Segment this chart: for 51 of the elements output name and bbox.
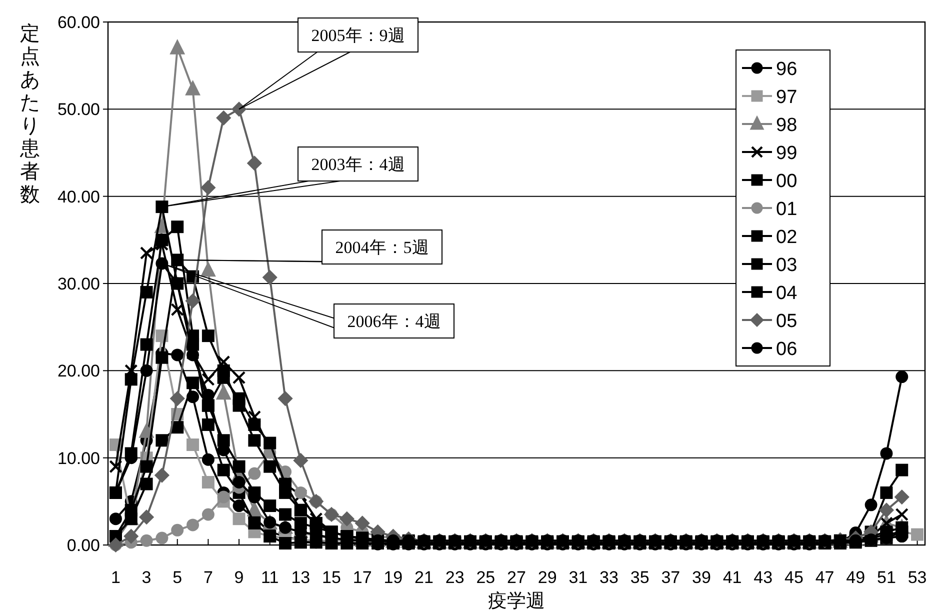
legend-label: 06 [776,339,798,360]
legend-label: 00 [776,171,798,192]
y-tick-label: 40.00 [57,187,100,206]
legend-label: 97 [776,87,798,108]
x-tick-label: 37 [661,568,680,587]
annotation: 2003年：4週 [311,155,405,174]
y-tick-label: 30.00 [57,274,100,294]
x-tick-label: 23 [445,568,464,587]
annotation: 2005年：9週 [311,26,405,45]
x-tick-label: 17 [352,568,372,587]
legend-label: 02 [776,227,798,248]
x-tick-label: 33 [600,568,618,587]
legend-label: 05 [776,311,798,332]
x-tick-label: 53 [908,568,927,587]
y-tick-label: 50.00 [57,100,100,120]
x-tick-label: 15 [322,568,341,587]
legend-label: 99 [776,143,798,164]
x-tick-label: 25 [476,568,496,587]
y-axis-title: 定点あたり患者数 [19,23,40,206]
x-tick-label: 21 [414,568,434,587]
x-tick-label: 45 [784,568,804,587]
x-tick-label: 11 [261,568,279,587]
x-tick-label: 3 [142,568,152,587]
legend-label: 01 [776,199,798,220]
legend-label: 04 [776,283,798,304]
x-axis-title: 疫学週 [488,591,545,612]
x-tick-label: 49 [846,568,866,587]
y-tick-label: 0.00 [66,536,100,555]
x-tick-label: 31 [568,568,588,587]
y-tick-label: 60.00 [57,13,100,32]
x-tick-label: 35 [630,568,650,587]
legend-label: 98 [776,115,798,136]
y-tick-label: 10.00 [57,448,100,468]
x-tick-label: 9 [234,568,244,587]
legend-label: 96 [776,59,798,80]
x-tick-label: 13 [291,568,310,587]
annotation: 2004年：5週 [335,238,429,257]
x-tick-label: 41 [722,568,742,587]
annotation: 2006年：4週 [347,312,441,331]
x-tick-label: 7 [203,568,213,587]
x-tick-label: 1 [110,568,120,587]
x-tick-label: 39 [692,568,711,587]
x-tick-label: 27 [507,568,526,587]
x-tick-label: 19 [384,568,403,587]
x-tick-label: 51 [877,568,896,587]
x-tick-label: 47 [815,568,834,587]
x-tick-label: 5 [172,568,182,587]
y-tick-label: 20.00 [57,362,100,381]
legend-label: 03 [776,255,798,276]
x-tick-label: 29 [538,568,557,587]
x-tick-label: 43 [754,568,773,587]
